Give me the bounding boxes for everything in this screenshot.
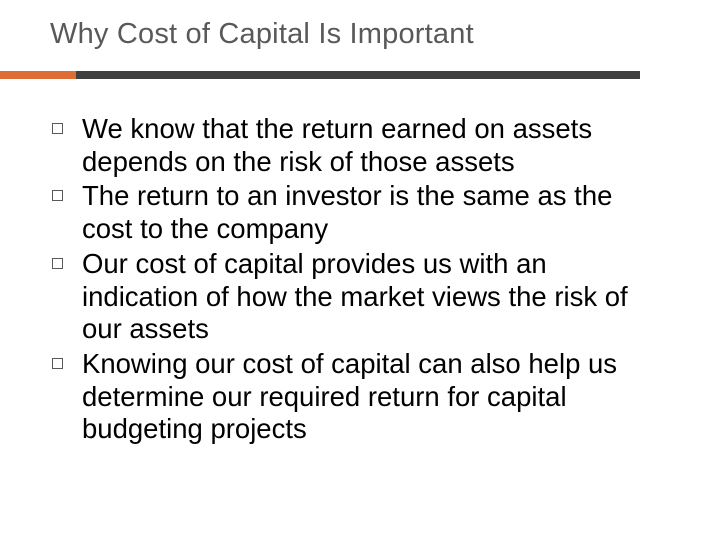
list-item: The return to an investor is the same as… [46,180,670,245]
list-item: Knowing our cost of capital can also hel… [46,348,670,446]
bullet-text: We know that the return earned on assets… [82,113,592,177]
square-bullet-icon [52,190,63,201]
divider-main [76,71,640,79]
slide-container: Why Cost of Capital Is Important We know… [0,0,720,540]
title-divider [0,71,640,79]
divider-accent [0,71,76,79]
square-bullet-icon [52,258,63,269]
bullet-text: The return to an investor is the same as… [82,180,612,244]
bullet-text: Knowing our cost of capital can also hel… [82,348,617,444]
square-bullet-icon [52,358,63,369]
list-item: We know that the return earned on assets… [46,113,670,178]
bullet-list: We know that the return earned on assets… [44,113,676,446]
slide-title: Why Cost of Capital Is Important [50,18,676,51]
square-bullet-icon [52,123,63,134]
bullet-text: Our cost of capital provides us with an … [82,248,628,344]
list-item: Our cost of capital provides us with an … [46,248,670,346]
